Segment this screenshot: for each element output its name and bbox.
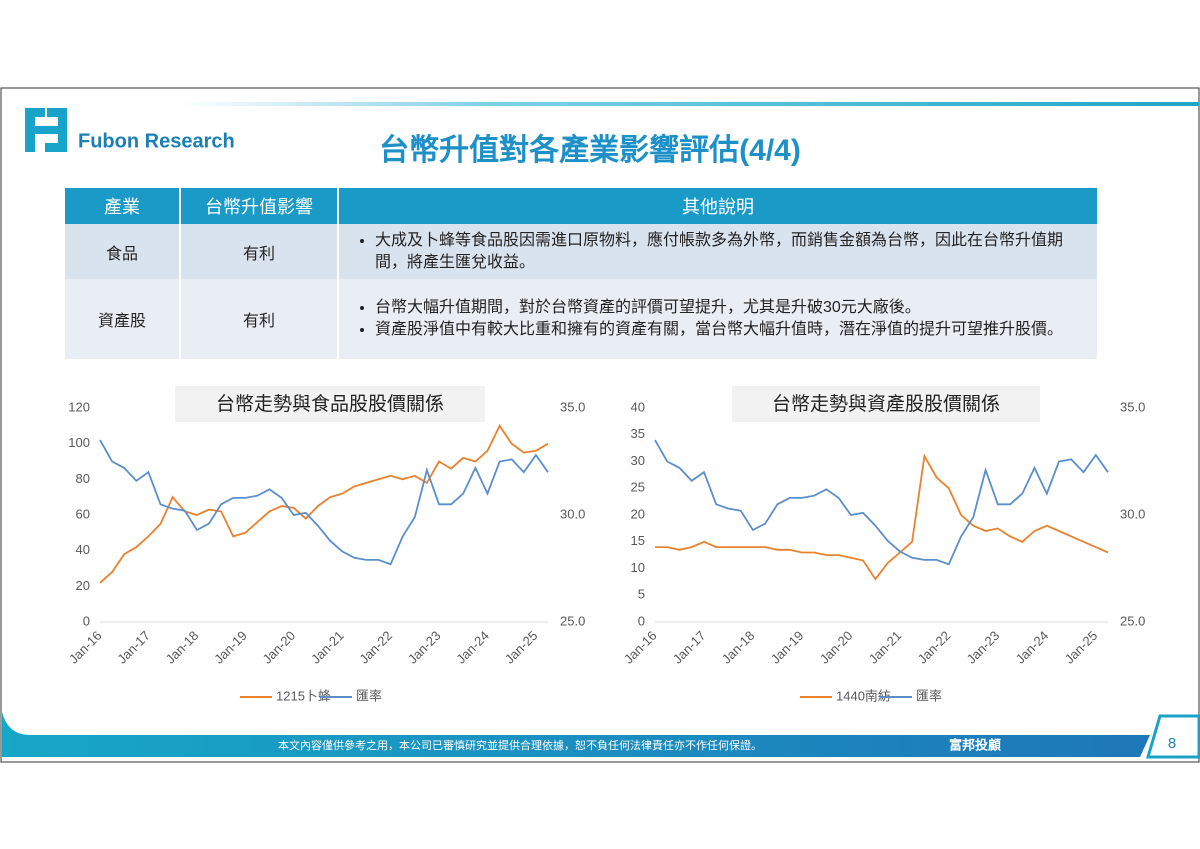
column-header: 產業	[65, 188, 179, 224]
note: 大成及卜蜂等食品股因需進口原物料，應付帳款多為外幣，而銷售金額為台幣，因此在台幣…	[375, 230, 1077, 274]
x-tick-label: Jan-21	[308, 628, 347, 667]
page-tab	[1145, 714, 1200, 759]
y-tick-label: 30	[631, 453, 645, 468]
x-tick-label: Jan-18	[163, 628, 202, 667]
x-tick-label: Jan-25	[502, 628, 541, 667]
chart-title-box	[175, 386, 485, 422]
x-tick-label: Jan-21	[866, 628, 905, 667]
footer-bar	[2, 712, 1150, 757]
series-line	[99, 424, 549, 584]
x-tick-label: Jan-16	[621, 628, 660, 667]
x-tick-label: Jan-19	[211, 628, 250, 667]
x-tick-label: Jan-17	[670, 628, 709, 667]
x-tick-label: Jan-19	[768, 628, 807, 667]
y2-tick-label: 35.0	[1120, 399, 1145, 414]
x-tick-label: Jan-24	[453, 628, 492, 667]
x-tick-label: Jan-20	[260, 628, 299, 667]
y-tick-label: 20	[76, 578, 90, 593]
y-tick-label: 120	[68, 399, 90, 414]
row: 食品 有利 大成及卜蜂等食品股因需進口原物料，應付帳款多為外幣，而銷售金額為台幣…	[65, 224, 1097, 279]
y-tick-label: 40	[76, 542, 90, 557]
y-tick-label: 80	[76, 471, 90, 486]
industry: 資產股	[65, 279, 179, 359]
y-tick-label: 25	[631, 480, 645, 495]
series-line	[99, 439, 549, 566]
x-tick-label: Jan-23	[405, 628, 444, 667]
impact-table: 產業 台幣升值影響 其他說明 食品 有利 大成及卜蜂等食品股因需進口原物料，應付…	[63, 188, 1099, 359]
legend-label: 匯率	[356, 688, 382, 703]
top-rule	[180, 102, 1199, 106]
notes: 台幣大幅升值期間，對於台幣資產的評價可望提升，尤其是升破30元大廠後。資產股淨值…	[339, 279, 1097, 359]
x-tick-label: Jan-24	[1013, 628, 1052, 667]
impact: 有利	[181, 224, 337, 279]
y-tick-label: 20	[631, 506, 645, 521]
brand: Fubon Research	[78, 130, 235, 152]
x-tick-label: Jan-18	[719, 628, 758, 667]
note: 台幣大幅升值期間，對於台幣資產的評價可望提升，尤其是升破30元大廠後。	[375, 297, 1077, 319]
table-wrap: 產業 台幣升值影響 其他說明 食品 有利 大成及卜蜂等食品股因需進口原物料，應付…	[63, 188, 1099, 359]
notes: 大成及卜蜂等食品股因需進口原物料，應付帳款多為外幣，而銷售金額為台幣，因此在台幣…	[339, 224, 1097, 279]
logo	[25, 108, 67, 152]
y2-tick-label: 25.0	[1120, 613, 1145, 628]
y2-tick-label: 35.0	[560, 399, 585, 414]
x-tick-label: Jan-16	[66, 628, 105, 667]
column-header: 其他說明	[339, 188, 1097, 224]
x-tick-label: Jan-22	[356, 628, 395, 667]
x-tick-label: Jan-17	[114, 628, 153, 667]
x-tick-label: Jan-20	[817, 628, 856, 667]
y-tick-label: 0	[638, 613, 645, 628]
slide-frame	[0, 87, 1200, 763]
y-tick-label: 0	[83, 613, 90, 628]
slide-title: 台幣升值對各產業影響評估(4/4)	[379, 133, 801, 167]
y-tick-label: 35	[631, 426, 645, 441]
column-header: 台幣升值影響	[181, 188, 337, 224]
chart-title-box	[732, 386, 1040, 422]
y-tick-label: 40	[631, 399, 645, 414]
industry: 食品	[65, 224, 179, 279]
page-number: 8	[1168, 735, 1176, 752]
chart-title: 台幣走勢與食品股股價關係	[216, 393, 444, 415]
disclaimer: 本文內容僅供參考之用，本公司已審慎研究並提供合理依據，恕不負任何法律責任亦不作任…	[278, 738, 762, 752]
y2-tick-label: 30.0	[560, 506, 585, 521]
legend-label: 1215卜蜂	[276, 688, 331, 703]
y-tick-label: 10	[631, 560, 645, 575]
legend-label: 匯率	[916, 688, 942, 703]
impact: 有利	[181, 279, 337, 359]
y-tick-label: 5	[638, 587, 645, 602]
chart-title: 台幣走勢與資產股股價關係	[772, 393, 1000, 415]
row: 資產股 有利 台幣大幅升值期間，對於台幣資產的評價可望提升，尤其是升破30元大廠…	[65, 279, 1097, 359]
y-tick-label: 100	[68, 435, 90, 450]
legend-label: 1440南紡	[836, 688, 891, 703]
series-line	[654, 439, 1109, 566]
y2-tick-label: 30.0	[1120, 506, 1145, 521]
x-tick-label: Jan-23	[964, 628, 1003, 667]
note: 資產股淨值中有較大比重和擁有的資產有關，當台幣大幅升值時，潛在淨值的提升可望推升…	[375, 319, 1077, 341]
y2-tick-label: 25.0	[560, 613, 585, 628]
y-tick-label: 15	[631, 533, 645, 548]
company: 富邦投顧	[949, 737, 1001, 752]
header-row: 產業 台幣升值影響 其他說明	[65, 188, 1097, 224]
x-tick-label: Jan-22	[915, 628, 954, 667]
series-line	[655, 453, 1109, 581]
x-tick-label: Jan-25	[1062, 628, 1101, 667]
y-tick-label: 60	[76, 506, 90, 521]
